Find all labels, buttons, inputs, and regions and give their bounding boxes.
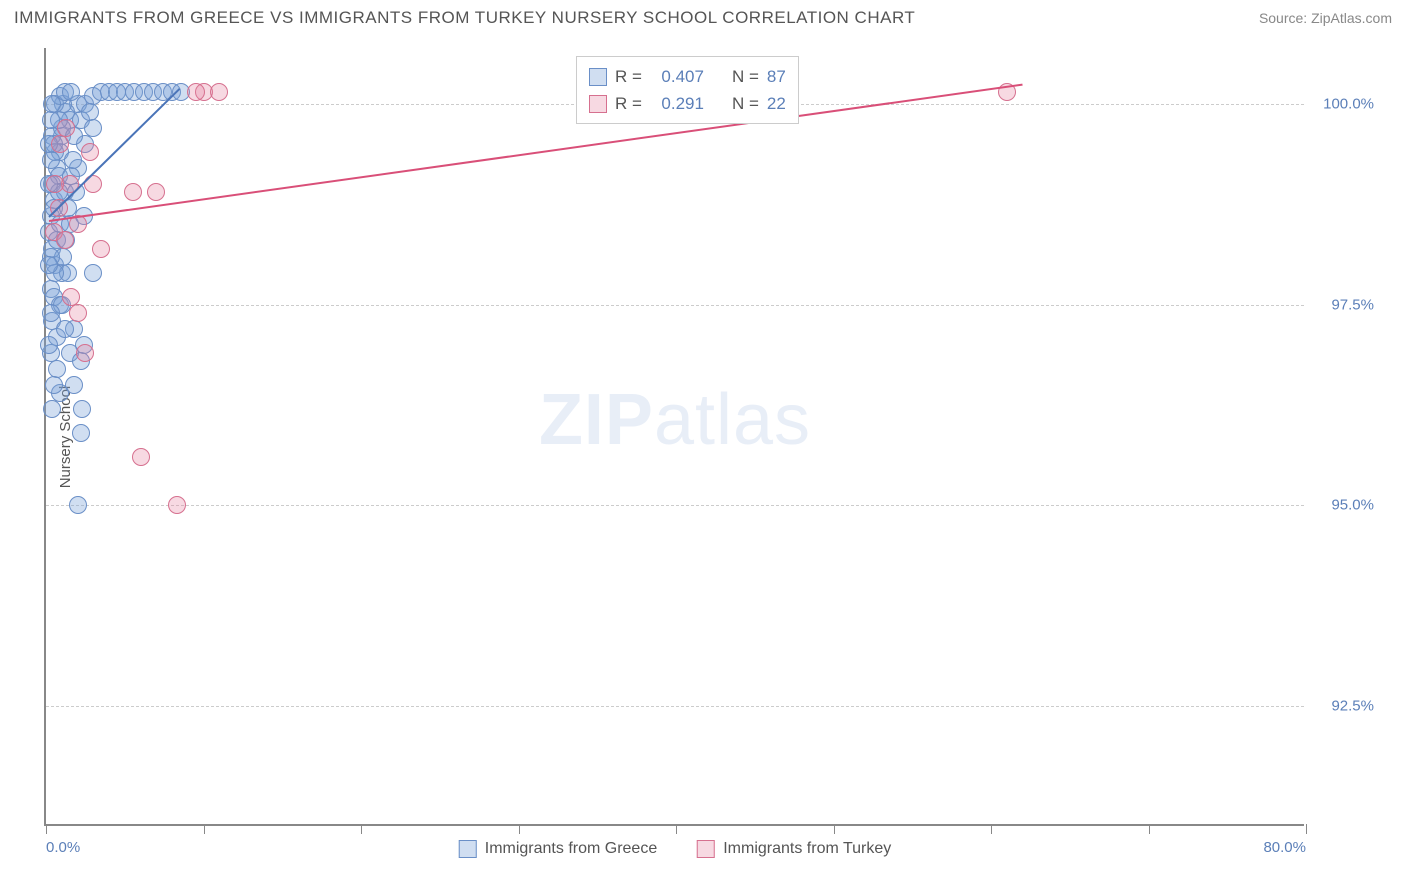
n-value: 22 (767, 90, 786, 117)
data-point-turkey (92, 240, 110, 258)
gridline (46, 706, 1304, 707)
data-point-turkey (56, 231, 74, 249)
n-value: 87 (767, 63, 786, 90)
legend-row-greece: R = 0.407 N = 87 (589, 63, 786, 90)
bottom-legend-item-turkey: Immigrants from Turkey (697, 840, 891, 858)
data-point-greece (84, 119, 102, 137)
legend-swatch-turkey (697, 840, 715, 858)
data-point-greece (72, 424, 90, 442)
header: IMMIGRANTS FROM GREECE VS IMMIGRANTS FRO… (0, 0, 1406, 32)
data-point-greece (84, 264, 102, 282)
y-tick-label: 100.0% (1323, 96, 1374, 113)
data-point-turkey (210, 83, 228, 101)
watermark-zip: ZIP (539, 380, 654, 460)
data-point-greece (69, 496, 87, 514)
gridline (46, 505, 1304, 506)
data-point-greece (40, 256, 58, 274)
data-point-turkey (147, 183, 165, 201)
data-point-turkey (187, 83, 205, 101)
x-tick (676, 824, 677, 834)
data-point-greece (43, 95, 61, 113)
data-point-greece (81, 103, 99, 121)
data-point-turkey (124, 183, 142, 201)
x-tick (834, 824, 835, 834)
r-label: R = (615, 90, 642, 117)
legend-swatch-turkey (589, 95, 607, 113)
data-point-greece (62, 83, 80, 101)
bottom-legend: Immigrants from Greece Immigrants from Tu… (459, 840, 892, 858)
x-tick (46, 824, 47, 834)
legend-swatch-greece (459, 840, 477, 858)
r-value: 0.291 (650, 90, 704, 117)
watermark-atlas: atlas (654, 380, 811, 460)
data-point-greece (64, 151, 82, 169)
x-tick (1149, 824, 1150, 834)
y-tick-label: 97.5% (1331, 296, 1374, 313)
legend-label: Immigrants from Turkey (723, 840, 891, 858)
chart-container: Nursery School ZIPatlas 92.5%95.0%97.5%1… (44, 48, 1380, 826)
correlation-legend: R = 0.407 N = 87 R = 0.291 N = 22 (576, 56, 799, 124)
x-tick (204, 824, 205, 834)
data-point-turkey (168, 496, 186, 514)
y-tick-label: 95.0% (1331, 497, 1374, 514)
data-point-greece (43, 400, 61, 418)
x-tick (361, 824, 362, 834)
x-tick-label: 80.0% (1263, 839, 1306, 856)
data-point-greece (48, 360, 66, 378)
y-tick-label: 92.5% (1331, 697, 1374, 714)
data-point-turkey (46, 175, 64, 193)
data-point-greece (73, 400, 91, 418)
chart-title: IMMIGRANTS FROM GREECE VS IMMIGRANTS FRO… (14, 8, 915, 28)
legend-label: Immigrants from Greece (485, 840, 657, 858)
x-tick-label: 0.0% (46, 839, 80, 856)
data-point-turkey (51, 135, 69, 153)
data-point-greece (42, 151, 60, 169)
n-label: N = (732, 90, 759, 117)
data-point-turkey (76, 344, 94, 362)
legend-swatch-greece (589, 68, 607, 86)
r-label: R = (615, 63, 642, 90)
x-tick (991, 824, 992, 834)
data-point-turkey (81, 143, 99, 161)
x-tick (519, 824, 520, 834)
data-point-greece (42, 304, 60, 322)
legend-row-turkey: R = 0.291 N = 22 (589, 90, 786, 117)
data-point-turkey (69, 304, 87, 322)
data-point-greece (45, 376, 63, 394)
n-label: N = (732, 63, 759, 90)
data-point-greece (40, 336, 58, 354)
bottom-legend-item-greece: Immigrants from Greece (459, 840, 657, 858)
data-point-turkey (57, 119, 75, 137)
r-value: 0.407 (650, 63, 704, 90)
source-label: Source: ZipAtlas.com (1259, 10, 1392, 26)
gridline (46, 305, 1304, 306)
data-point-turkey (132, 448, 150, 466)
data-point-greece (56, 320, 74, 338)
plot-area: ZIPatlas 92.5%95.0%97.5%100.0%0.0%80.0%R… (44, 48, 1304, 826)
x-tick (1306, 824, 1307, 834)
watermark: ZIPatlas (539, 379, 811, 461)
